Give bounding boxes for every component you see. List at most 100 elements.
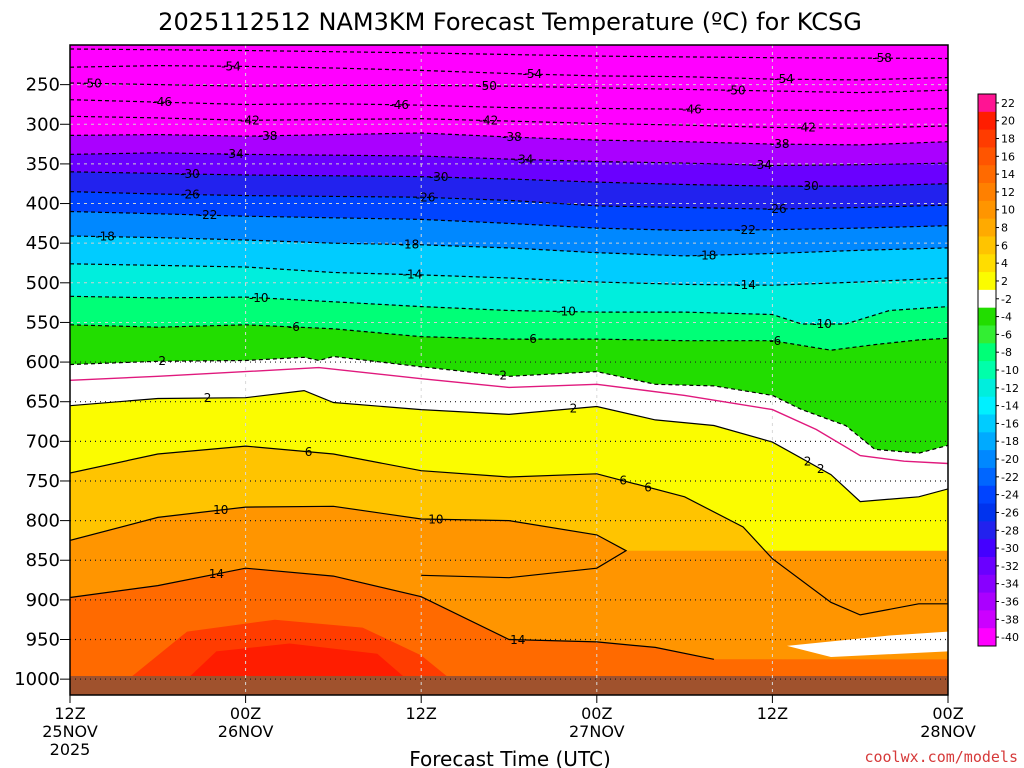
isotherm-lines — [70, 48, 948, 660]
colorbar-swatch — [978, 325, 996, 344]
warm-core — [187, 643, 407, 680]
colorbar-label: 14 — [1001, 168, 1015, 181]
isotherm-label: 2 — [570, 402, 578, 416]
x-tick-label: 27NOV — [569, 722, 625, 741]
colorbar-swatch — [978, 272, 996, 291]
colorbar-label: -22 — [1001, 471, 1019, 484]
isotherm--10 — [70, 295, 948, 325]
isotherm-label: 2 — [499, 369, 507, 383]
isotherm-label: 6 — [644, 480, 652, 494]
colorbar-swatch — [978, 129, 996, 148]
y-tick-label: 600 — [26, 352, 60, 373]
isotherm-label: 6 — [619, 474, 627, 488]
isotherm-label: -34 — [752, 158, 772, 172]
colorbar-swatch — [978, 485, 996, 505]
colorbar-label: -2 — [1001, 293, 1012, 306]
colorbar-label: -4 — [1001, 311, 1012, 324]
colorbar-swatch — [978, 450, 996, 469]
y-tick-label: 1000 — [14, 669, 60, 690]
colorbar-label: -12 — [1001, 382, 1019, 395]
colorbar-swatch — [978, 361, 996, 380]
isotherm--2 — [70, 355, 948, 454]
isotherm-label: -54 — [774, 72, 794, 86]
isotherm-label: -14 — [403, 268, 423, 282]
isotherm-label: 6 — [305, 445, 313, 459]
y-tick-label: 400 — [26, 194, 60, 215]
isotherm-label: -22 — [198, 208, 218, 222]
colorbar-label: -34 — [1001, 578, 1019, 591]
colorbar-swatch — [978, 147, 996, 166]
plot-frame — [69, 44, 949, 696]
colorbar-label: 18 — [1001, 133, 1015, 146]
colorbar-label: 10 — [1001, 204, 1015, 217]
grid — [70, 45, 948, 695]
colorbar-label: 8 — [1001, 222, 1008, 235]
credit-text: coolwx.com/models — [864, 748, 1018, 766]
y-tick-label: 900 — [26, 590, 60, 611]
colorbar-swatch — [978, 378, 996, 398]
isotherm--26 — [70, 191, 948, 210]
colorbar-label: -26 — [1001, 506, 1019, 519]
colorbar-swatch — [978, 556, 996, 576]
isotherm-2 — [70, 389, 948, 503]
isotherm-label: 14 — [209, 567, 224, 581]
colorbar-label: 4 — [1001, 257, 1008, 270]
x-tick-label: 12Z — [406, 704, 437, 723]
colorbar-swatch — [978, 111, 996, 131]
y-tick-label: 800 — [26, 511, 60, 532]
isotherm-label: -50 — [477, 79, 497, 93]
isotherm-label: 14 — [510, 633, 525, 647]
isotherm-label: -14 — [736, 278, 756, 292]
isotherm-10 — [70, 505, 628, 579]
y-tick-label: 700 — [26, 431, 60, 452]
isotherm-label: -42 — [240, 113, 260, 127]
colorbar-label: -40 — [1001, 631, 1019, 644]
colorbar-label: -8 — [1001, 346, 1012, 359]
x-tick-label: 12Z — [757, 704, 788, 723]
colorbar-swatch — [978, 289, 996, 309]
y-tick-label: 950 — [26, 630, 60, 651]
isotherm--50 — [70, 82, 948, 94]
x-tick-label: 28NOV — [920, 722, 976, 741]
colorbar-swatch — [978, 218, 996, 237]
cold-pocket — [787, 631, 948, 657]
isotherm-label: -26 — [767, 202, 787, 216]
colorbar-swatch — [978, 592, 996, 611]
colorbar-label: -20 — [1001, 453, 1019, 466]
isotherm--58 — [70, 48, 948, 60]
isotherm-label: -34 — [514, 153, 534, 167]
isotherm-label: -6 — [288, 320, 300, 334]
x-tick-label: 2025 — [50, 740, 91, 759]
x-tick-label: 26NOV — [218, 722, 274, 741]
colorbar-label: -6 — [1001, 328, 1012, 341]
colorbar-swatch — [978, 414, 996, 433]
isotherm-label: -42 — [796, 121, 816, 135]
isotherm-label: -18 — [400, 238, 420, 252]
isotherm--38 — [70, 132, 948, 146]
colorbar-label: -16 — [1001, 417, 1019, 430]
colorbar-label: -10 — [1001, 364, 1019, 377]
y-axis: 250 300 350 400 450 500 550 600 650 700 750 800 850 9… — [14, 75, 70, 690]
y-tick-label: 450 — [26, 233, 60, 254]
plot-area: -58-54-54 -54-50 -50 -50-46 -46 -46-42 -42-42-… — [69, 44, 949, 696]
colorbar-swatch — [978, 503, 996, 522]
isotherm-14 — [70, 567, 715, 660]
colorbar-swatch — [978, 610, 996, 629]
isotherm-label: 2 — [817, 462, 825, 476]
colorbar-swatch — [978, 254, 996, 273]
colorbar-swatch — [978, 165, 996, 184]
x-tick-label: 00Z — [581, 704, 612, 723]
colorbar-label: 12 — [1001, 186, 1015, 199]
x-tick-label: 00Z — [932, 704, 963, 723]
isotherm-label: -38 — [770, 137, 790, 151]
colorbar-label: -30 — [1001, 542, 1019, 555]
isotherm-label: -26 — [416, 190, 436, 204]
ground-bar — [70, 676, 948, 695]
isotherm-label: -6 — [769, 334, 781, 348]
colorbar-label: -32 — [1001, 560, 1019, 573]
colorbar-swatch — [978, 628, 996, 647]
colorbar-label: 6 — [1001, 239, 1008, 252]
colorbar: 22 20 18 16 14 12 10 8 6 4 2 -2 -4 -6 -8 -10 -12 -14 -16 -1… — [977, 93, 1019, 647]
